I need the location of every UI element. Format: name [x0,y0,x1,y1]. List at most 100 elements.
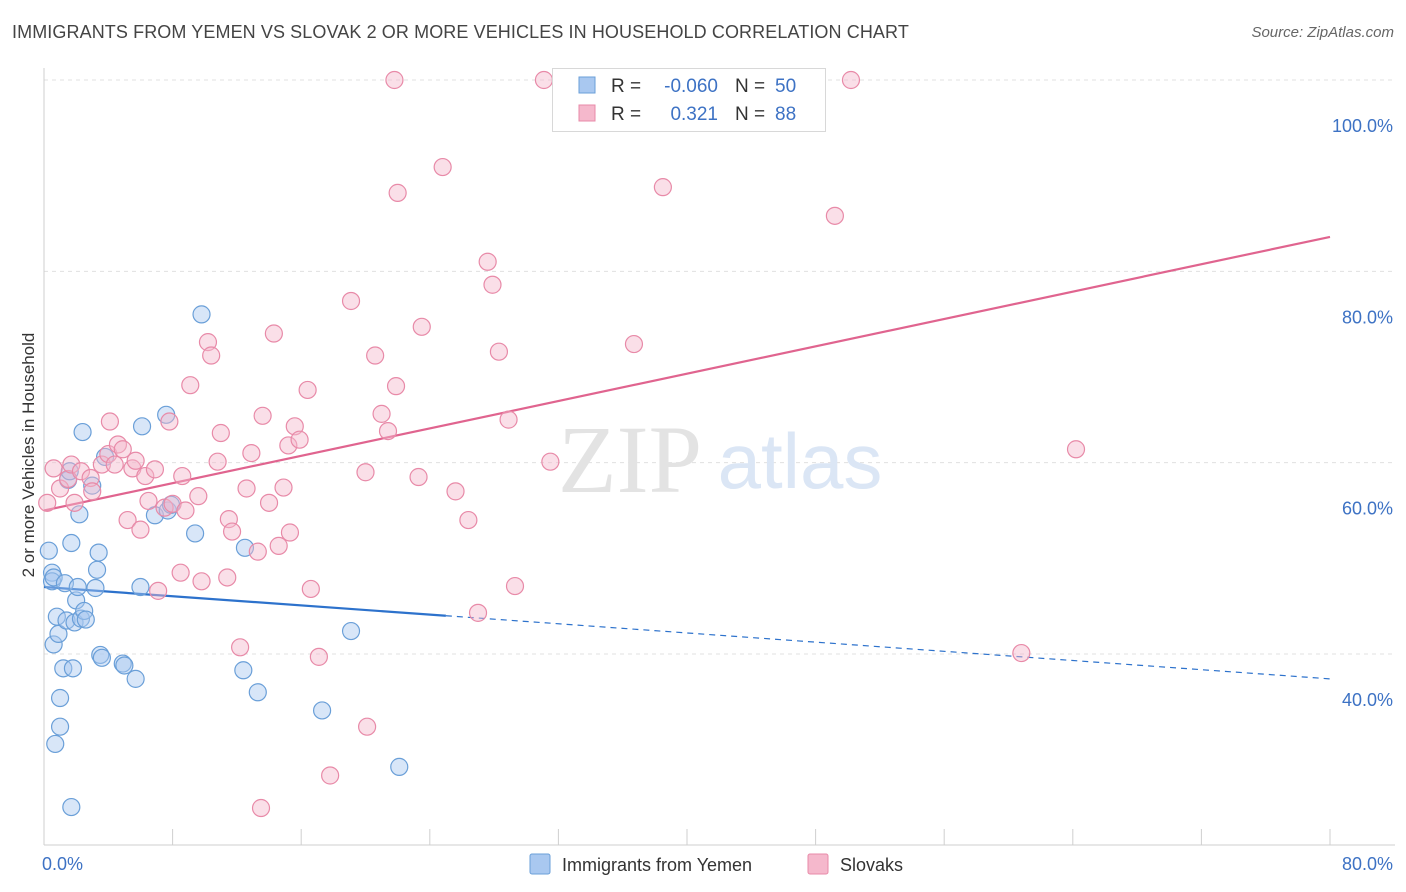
point-slovaks [386,377,406,396]
point-slovaks [388,183,407,202]
point-slovaks [483,275,502,294]
point-slovaks [100,412,120,431]
point-slovaks [541,452,560,471]
point-slovaks [81,468,100,488]
point-yemen [126,669,145,688]
stats-legend-n-value-pink: 88 [775,104,796,125]
point-yemen [91,645,110,665]
legend-swatch-yemen [529,853,551,875]
stats-legend-n-value-blue: 50 [775,76,796,97]
point-yemen [132,417,152,436]
point-yemen [62,797,81,817]
point-yemen [86,578,105,598]
stats-legend-r-label-blue: R = [611,76,641,97]
trend-line-yemen [43,585,446,617]
point-slovaks [248,542,267,561]
point-slovaks [126,451,145,470]
tick-labels: 40.0% 60.0% 80.0% 100.0% 0.0% 80.0% [42,116,1393,874]
point-slovaks [358,717,377,736]
point-slovaks [71,462,91,481]
stats-legend-swatch-pink [578,104,596,122]
point-slovaks [218,568,237,587]
point-slovaks [505,576,525,596]
x-tick-label-max: 80.0% [1342,854,1393,874]
point-yemen [131,577,150,597]
point-slovaks [356,463,375,482]
point-yemen [234,661,253,680]
point-slovaks [222,522,242,541]
point-slovaks [478,252,497,271]
point-slovaks [253,406,272,425]
point-slovaks [62,455,81,474]
point-slovaks [198,333,218,352]
point-yemen [50,688,70,708]
point-slovaks [280,523,300,542]
axes [43,68,1395,846]
point-yemen [83,476,102,495]
point-slovaks [189,487,208,506]
trend-line-slovaks [43,235,1331,512]
x-tick-label-min: 0.0% [42,854,83,874]
point-slovaks [446,482,465,501]
watermark: ZIP atlas [558,406,882,513]
point-yemen [39,541,58,560]
legend-label-slovaks: Slovaks [840,855,903,875]
point-slovaks [653,178,672,197]
point-slovaks [231,638,250,657]
chart-title: IMMIGRANTS FROM YEMEN VS SLOVAK 2 OR MOR… [12,22,909,42]
point-slovaks [290,430,309,449]
legend-swatch-slovaks [807,853,829,875]
point-slovaks [173,466,192,486]
y-tick-label-60: 60.0% [1342,499,1393,519]
point-slovaks [208,452,227,471]
point-slovaks [341,291,361,311]
point-yemen [115,656,134,675]
point-slovaks [459,510,478,530]
trend-line-yemen-extension [445,615,1331,680]
point-slovaks [372,404,391,423]
stats-legend-r-value-pink: 0.321 [670,104,718,125]
point-yemen [87,560,107,579]
point-yemen [390,757,409,776]
point-slovaks [118,510,137,530]
point-yemen [76,610,95,629]
point-slovaks [366,346,385,365]
point-slovaks [92,455,111,474]
point-slovaks [259,493,279,512]
point-yemen [73,422,92,442]
point-slovaks [38,493,57,512]
point-slovaks [1066,440,1086,459]
point-slovaks [321,766,340,785]
stats-legend-n-label-pink: N = [735,104,765,125]
point-slovaks [309,647,328,666]
point-slovaks [412,317,431,336]
point-slovaks [285,417,304,436]
point-yemen [70,505,89,524]
point-slovaks [105,455,124,474]
point-yemen [68,577,87,597]
point-slovaks [99,444,118,464]
stats-legend-r-value-blue: -0.060 [664,76,718,97]
point-slovaks [136,466,155,486]
series-legend: Immigrants from Yemen Slovaks [0,850,1406,880]
point-yemen [49,624,68,644]
point-slovaks [385,70,404,90]
point-slovaks [251,798,271,818]
point-slovaks [489,342,509,361]
point-slovaks [825,206,844,225]
point-yemen [54,659,73,678]
point-yemen [44,635,63,654]
stats-legend: R = -0.060 N = 50 R = 0.321 N = 88 [552,68,826,132]
point-slovaks [274,478,293,497]
point-slovaks [202,346,221,365]
point-slovaks [211,423,230,443]
point-slovaks [145,460,165,479]
point-slovaks [192,572,211,591]
point-slovaks [264,324,283,343]
point-yemen [46,734,65,754]
point-slovaks [83,482,102,501]
point-slovaks [171,563,190,582]
y-tick-label-80: 80.0% [1342,307,1393,327]
y-tick-label-40: 40.0% [1342,690,1393,710]
